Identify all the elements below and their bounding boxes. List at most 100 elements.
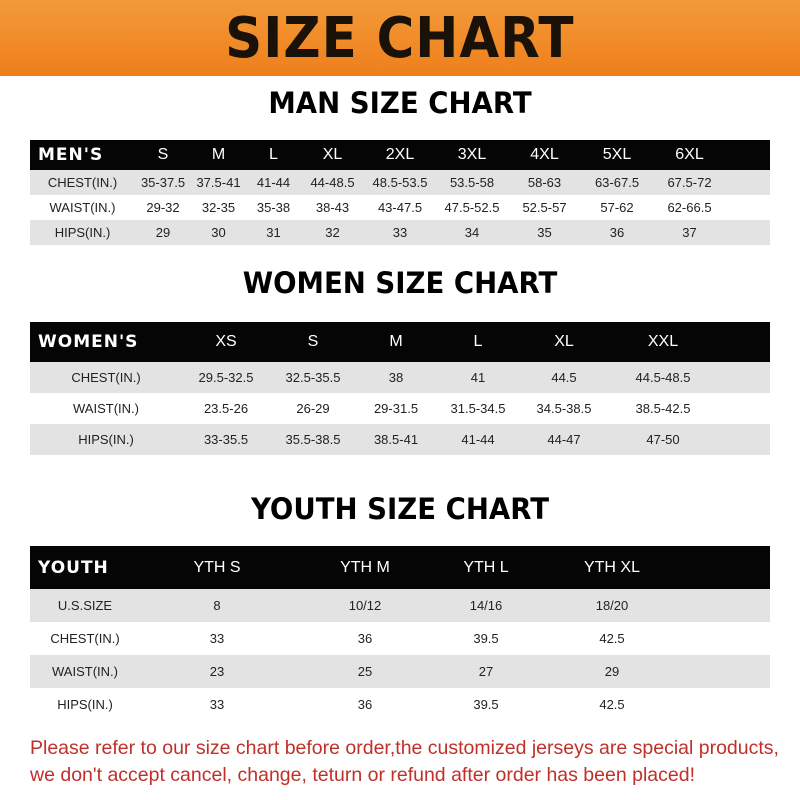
table-row: HIPS(IN.) 29 30 31 32 33 34 35 36 37 <box>30 220 770 245</box>
cell-value: 33 <box>364 220 436 245</box>
cell-value: 32-35 <box>191 195 246 220</box>
cell-value: 35-38 <box>246 195 301 220</box>
cell-value: 63-67.5 <box>581 170 653 195</box>
cell-value: 38-43 <box>301 195 364 220</box>
notice-line: we don't accept cancel, change, teturn o… <box>30 764 695 786</box>
table-row: HIPS(IN.) 33 36 39.5 42.5 <box>30 688 770 721</box>
row-label: HIPS(IN.) <box>30 220 135 245</box>
cell-value: 34 <box>436 220 508 245</box>
table-row: CHEST(IN.) 29.5-32.5 32.5-35.5 38 41 44.5 44.5… <box>30 362 770 393</box>
size-header: 6XL <box>653 140 726 170</box>
cell-value: 39.5 <box>436 622 536 655</box>
men-size-table: MEN'S S M L XL 2XL 3XL 4XL 5XL 6XL CHEST(IN.) 35-37… <box>30 140 770 245</box>
cell-value: 29.5-32.5 <box>182 362 270 393</box>
cell-value: 36 <box>581 220 653 245</box>
cell-value: 35 <box>508 220 581 245</box>
row-label: WAIST(IN.) <box>30 393 182 424</box>
cell-value: 30 <box>191 220 246 245</box>
cell-value: 44.5-48.5 <box>608 362 718 393</box>
size-header: YTH M <box>294 546 436 589</box>
cell-value: 47.5-52.5 <box>436 195 508 220</box>
cell-value: 38.5-41 <box>356 424 436 455</box>
cell-value: 58-63 <box>508 170 581 195</box>
cell-value: 25 <box>294 655 436 688</box>
youth-size-table: YOUTH YTH S YTH M YTH L YTH XL U.S.SIZE 8 10/12… <box>30 546 770 721</box>
header-row: MEN'S S M L XL 2XL 3XL 4XL 5XL 6XL <box>30 140 770 170</box>
table-row: U.S.SIZE 8 10/12 14/16 18/20 <box>30 589 770 622</box>
size-header: 5XL <box>581 140 653 170</box>
row-label: U.S.SIZE <box>30 589 140 622</box>
cell-value: 31 <box>246 220 301 245</box>
order-notice: Please refer to our size chart before or… <box>30 735 780 789</box>
row-label: WAIST(IN.) <box>30 195 135 220</box>
cell-value: 38.5-42.5 <box>608 393 718 424</box>
table-row: CHEST(IN.) 33 36 39.5 42.5 <box>30 622 770 655</box>
size-header: XS <box>182 322 270 362</box>
size-header: XL <box>520 322 608 362</box>
cell-value: 29-32 <box>135 195 191 220</box>
size-header: XL <box>301 140 364 170</box>
cell-value: 41-44 <box>246 170 301 195</box>
cell-value: 39.5 <box>436 688 536 721</box>
cell-value: 23 <box>140 655 294 688</box>
size-header: M <box>191 140 246 170</box>
cell-value: 33-35.5 <box>182 424 270 455</box>
cell-value: 27 <box>436 655 536 688</box>
cell-value: 18/20 <box>536 589 688 622</box>
size-header: YTH L <box>436 546 536 589</box>
size-header: 2XL <box>364 140 436 170</box>
table-header-label: WOMEN'S <box>30 322 182 362</box>
cell-value: 57-62 <box>581 195 653 220</box>
cell-value: 29-31.5 <box>356 393 436 424</box>
size-header: M <box>356 322 436 362</box>
row-label: HIPS(IN.) <box>30 688 140 721</box>
cell-value: 42.5 <box>536 622 688 655</box>
size-header: 3XL <box>436 140 508 170</box>
table-row: CHEST(IN.) 35-37.5 37.5-41 41-44 44-48.5 48.5… <box>30 170 770 195</box>
size-header: 4XL <box>508 140 581 170</box>
cell-value: 44.5 <box>520 362 608 393</box>
cell-value: 33 <box>140 622 294 655</box>
cell-value: 42.5 <box>536 688 688 721</box>
cell-value: 41 <box>436 362 520 393</box>
banner: SIZE CHART <box>0 0 800 76</box>
cell-value: 14/16 <box>436 589 536 622</box>
cell-value: 52.5-57 <box>508 195 581 220</box>
notice-line: Please refer to our size chart before or… <box>30 737 779 759</box>
cell-value: 37.5-41 <box>191 170 246 195</box>
cell-value: 36 <box>294 688 436 721</box>
cell-value: 44-48.5 <box>301 170 364 195</box>
cell-value: 62-66.5 <box>653 195 726 220</box>
size-header: YTH S <box>140 546 294 589</box>
cell-value: 48.5-53.5 <box>364 170 436 195</box>
table-row: WAIST(IN.) 29-32 32-35 35-38 38-43 43-47.5 47.… <box>30 195 770 220</box>
women-size-table: WOMEN'S XS S M L XL XXL CHEST(IN.) 29.5-32.5 32.5… <box>30 322 770 455</box>
header-row: WOMEN'S XS S M L XL XXL <box>30 322 770 362</box>
women-section-title: WOMEN SIZE CHART <box>242 266 558 300</box>
cell-value: 38 <box>356 362 436 393</box>
row-label: HIPS(IN.) <box>30 424 182 455</box>
cell-value: 44-47 <box>520 424 608 455</box>
cell-value: 53.5-58 <box>436 170 508 195</box>
size-header: YTH XL <box>536 546 688 589</box>
banner-title: SIZE CHART <box>225 5 575 71</box>
size-header: S <box>135 140 191 170</box>
cell-value: 23.5-26 <box>182 393 270 424</box>
cell-value: 8 <box>140 589 294 622</box>
size-header: XXL <box>608 322 718 362</box>
cell-value: 10/12 <box>294 589 436 622</box>
cell-value: 26-29 <box>270 393 356 424</box>
cell-value: 29 <box>536 655 688 688</box>
cell-value: 35.5-38.5 <box>270 424 356 455</box>
size-header: S <box>270 322 356 362</box>
cell-value: 67.5-72 <box>653 170 726 195</box>
table-header-label: MEN'S <box>30 140 135 170</box>
cell-value: 36 <box>294 622 436 655</box>
table-header-label: YOUTH <box>30 546 140 589</box>
row-label: CHEST(IN.) <box>30 362 182 393</box>
cell-value: 32 <box>301 220 364 245</box>
cell-value: 41-44 <box>436 424 520 455</box>
row-label: CHEST(IN.) <box>30 622 140 655</box>
size-header: L <box>246 140 301 170</box>
cell-value: 29 <box>135 220 191 245</box>
